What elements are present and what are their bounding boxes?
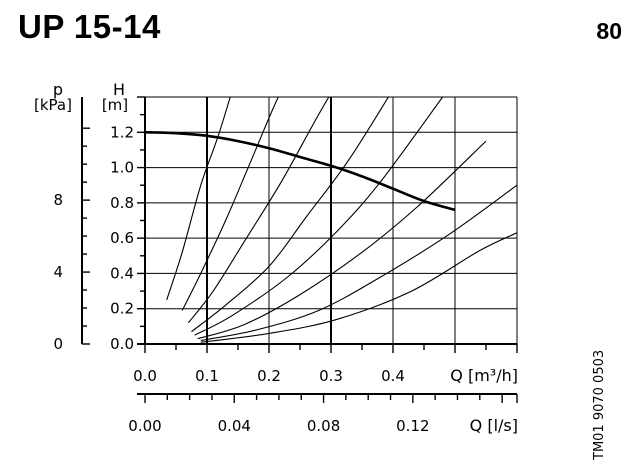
y-axis-pressure-title: p [53, 80, 63, 99]
system-curve [181, 97, 279, 311]
y-axis-head-tick-label: 0.6 [110, 229, 134, 247]
y-axis-head-tick-label: 0.2 [110, 300, 134, 318]
x-axis-m3h-title: Q [m³/h] [450, 366, 518, 385]
y-axis-pressure-tick-label: 4 [53, 263, 63, 281]
reference-code: TM01 9070 0503 [592, 350, 607, 461]
x-axis-m3h-tick-label: 0.0 [133, 367, 157, 385]
chart-axes: 0.0 0.2 0.4 0.6 0.8 1.0 1.2 0 4 8 0.0 0.1 0.2 0.3 0.4 0… [53, 96, 518, 435]
system-curve [200, 232, 517, 343]
x-axis-m3h-tick-label: 0.3 [319, 367, 343, 385]
y-axis-head-tick-label: 0.0 [110, 335, 134, 353]
system-curve [187, 97, 330, 324]
x-axis-ls-tick-label: 0.08 [307, 417, 340, 435]
chart-labels: p [kPa] H [m] Q [m³/h] Q [l/s] TM01 9070… [34, 80, 607, 461]
pump-curve [144, 131, 456, 212]
x-axis-m3h-tick-label: 0.2 [257, 367, 281, 385]
x-axis-ls-tick-label: 0.00 [128, 417, 161, 435]
x-axis-ls-tick-label: 0.12 [396, 417, 429, 435]
y-axis-head-unit: [m] [102, 96, 128, 114]
x-axis-ls-title: Q [l/s] [470, 416, 518, 435]
y-axis-pressure-tick-label: 8 [53, 191, 63, 209]
page-title: UP 15-14 [18, 8, 161, 45]
y-axis-head-tick-label: 1.0 [110, 159, 134, 177]
y-axis-head-tick-label: 0.8 [110, 194, 134, 212]
y-axis-head-tick-label: 1.2 [110, 123, 134, 141]
system-curve [200, 184, 517, 342]
system-curve [197, 140, 487, 340]
x-axis-ls-tick-label: 0.04 [218, 417, 251, 435]
page-number: 80 [596, 18, 622, 44]
system-curve [166, 97, 231, 301]
x-axis-m3h-tick-label: 0.1 [195, 367, 219, 385]
pump-curve-group [144, 131, 456, 212]
y-axis-head-tick-label: 0.4 [110, 264, 134, 282]
system-curve [194, 97, 444, 336]
y-axis-pressure-unit: [kPa] [34, 96, 72, 114]
system-curve [191, 97, 390, 333]
x-axis-m3h-tick-label: 0.4 [381, 367, 405, 385]
y-axis-pressure-tick-label: 0 [53, 335, 63, 353]
y-axis-head-title: H [113, 80, 125, 99]
system-curves [166, 97, 517, 343]
